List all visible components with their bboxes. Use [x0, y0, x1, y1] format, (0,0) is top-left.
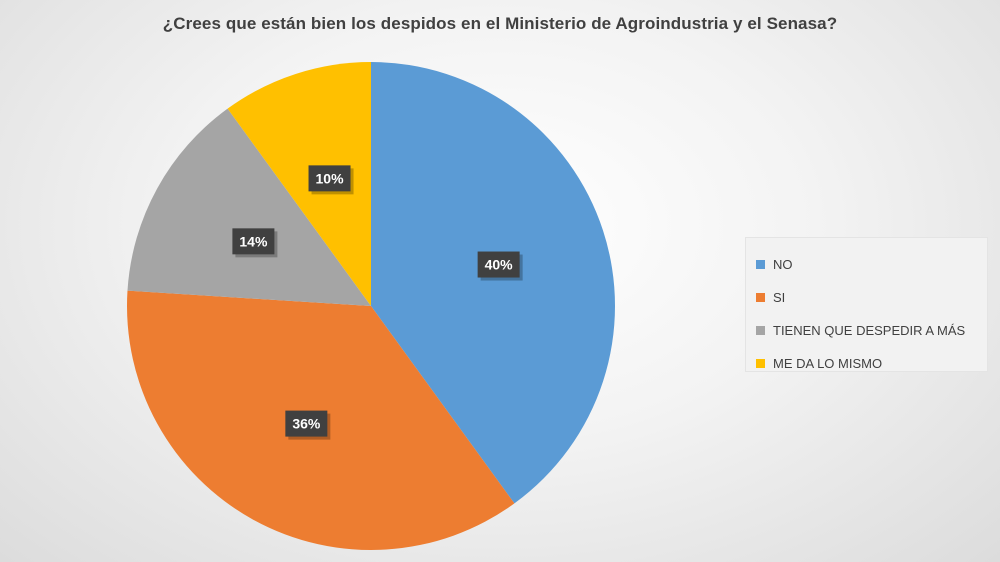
- pie-slices: [127, 62, 615, 550]
- legend-swatch-no: [756, 260, 765, 269]
- data-label-si: 36%: [285, 410, 331, 440]
- data-label-no: 40%: [477, 251, 523, 281]
- pie-slice-no: [371, 62, 615, 504]
- pie-data-labels: 40% 36% 14% 10%: [232, 165, 523, 440]
- legend-item-despedir-mas: TIENEN QUE DESPEDIR A MÁS: [756, 314, 987, 347]
- pie-slice-me-da-lo-mismo: [227, 62, 371, 306]
- chart-legend: NO SI TIENEN QUE DESPEDIR A MÁS ME DA LO…: [745, 237, 988, 372]
- legend-item-si: SI: [756, 281, 987, 314]
- data-label-text-no: 40%: [485, 257, 514, 273]
- chart-title: ¿Crees que están bien los despidos en el…: [162, 14, 838, 33]
- data-label-me-da-lo-mismo: 10%: [308, 165, 354, 195]
- legend-item-no: NO: [756, 248, 987, 281]
- data-label-text-me-da-lo-mismo: 10%: [316, 170, 345, 186]
- legend-label-despedir-mas: TIENEN QUE DESPEDIR A MÁS: [773, 323, 966, 338]
- legend-label-me-da-lo-mismo: ME DA LO MISMO: [773, 356, 883, 371]
- legend-swatch-me-da-lo-mismo: [756, 359, 765, 368]
- legend-swatch-si: [756, 293, 765, 302]
- pie-slice-despedir-mas: [127, 108, 371, 306]
- legend-label-no: NO: [773, 257, 793, 272]
- data-label-text-si: 36%: [292, 416, 321, 432]
- legend-label-si: SI: [773, 290, 786, 305]
- data-label-text-despedir-mas: 14%: [239, 233, 268, 249]
- legend-item-me-da-lo-mismo: ME DA LO MISMO: [756, 347, 987, 380]
- data-label-despedir-mas: 14%: [232, 228, 278, 258]
- legend-swatch-despedir-mas: [756, 326, 765, 335]
